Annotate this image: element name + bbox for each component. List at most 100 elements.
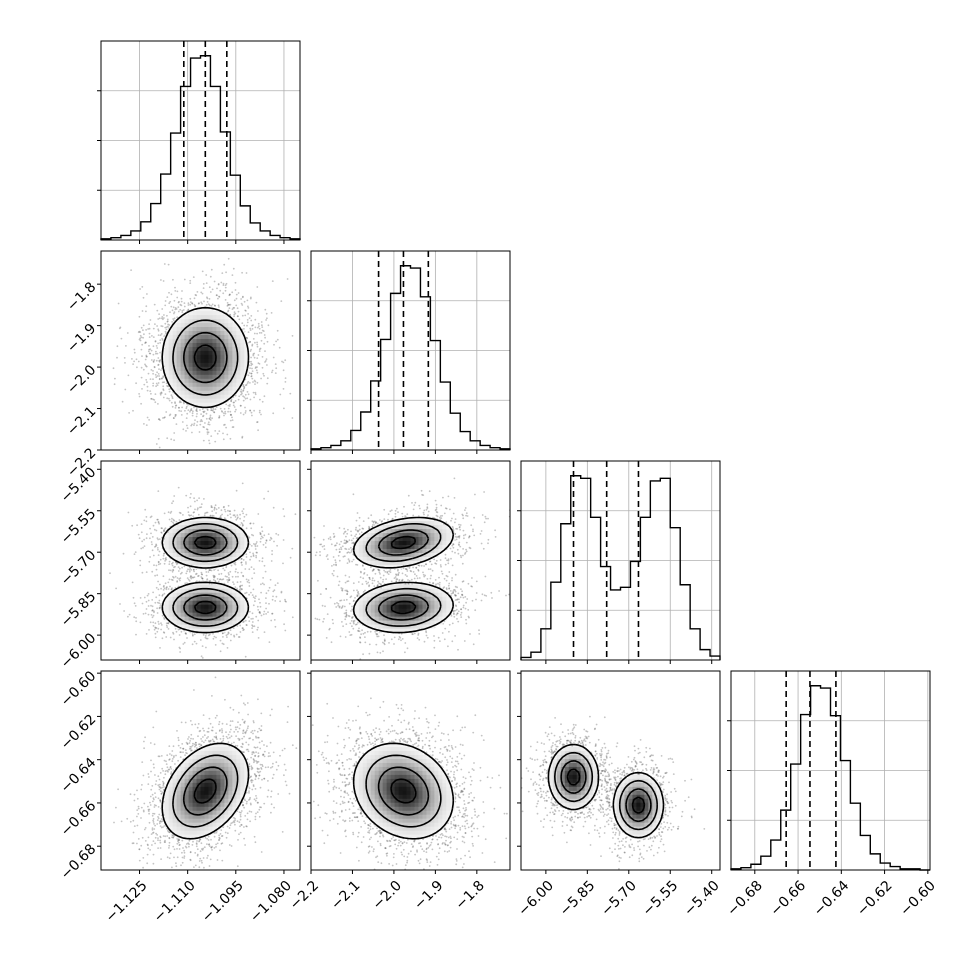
density-cell [216, 310, 221, 316]
sample-point [221, 272, 224, 274]
sample-point [186, 424, 188, 427]
density-cell [220, 346, 225, 351]
sample-point [253, 356, 256, 359]
density-cell [220, 310, 225, 316]
sample-point [179, 628, 181, 631]
sample-point [172, 523, 175, 525]
corner-panels: −2.2−2.1−2.0−1.9−1.8−6.00−5.85−5.70−5.55… [58, 40, 939, 926]
sample-point [196, 499, 199, 502]
density-cell [216, 350, 221, 355]
sample-point [178, 406, 180, 409]
sample-point [190, 409, 193, 411]
sample-point [153, 366, 156, 368]
sample-point [271, 369, 274, 372]
sample-point [234, 410, 237, 413]
sample-point [246, 324, 248, 327]
sample-point [231, 416, 233, 419]
sample-point [237, 636, 240, 638]
sample-point [240, 588, 243, 591]
density-cell [200, 394, 205, 399]
sample-point [195, 572, 198, 575]
sample-point [164, 322, 167, 325]
sample-point [171, 570, 174, 573]
sample-point [216, 578, 219, 580]
sample-point [261, 366, 264, 369]
sample-point [254, 383, 256, 385]
sample-point [161, 637, 164, 640]
density-cell [224, 370, 229, 375]
sample-point [264, 350, 266, 352]
sample-point [254, 380, 257, 383]
sample-point [251, 343, 254, 346]
density-cell [192, 314, 197, 320]
density-cell [216, 334, 221, 339]
panel-frame [730, 670, 931, 871]
sample-point [280, 300, 283, 302]
sample-point [239, 404, 242, 407]
density-cell [196, 374, 201, 379]
density-cell [216, 326, 221, 331]
density-cell [168, 362, 174, 367]
density-cell [224, 390, 229, 395]
sample-point [247, 374, 250, 377]
sample-point [218, 578, 221, 581]
density-cell [212, 314, 217, 320]
density-cell [228, 322, 233, 328]
density-cell [244, 354, 249, 359]
sample-point [180, 401, 182, 404]
density-cell [208, 338, 213, 343]
sample-point [159, 558, 162, 561]
sample-point [157, 437, 160, 440]
sample-point [206, 428, 209, 431]
sample-point [259, 347, 262, 350]
sample-point [260, 583, 262, 586]
sample-point [139, 559, 142, 562]
sample-point [193, 568, 195, 571]
sample-point [241, 523, 244, 525]
sample-point [140, 402, 143, 405]
sample-point [228, 293, 231, 296]
sample-point [253, 409, 256, 412]
contour-line [193, 344, 217, 371]
sample-point [261, 400, 264, 403]
sample-point [241, 510, 244, 513]
sample-point [247, 393, 250, 396]
sample-point [253, 568, 255, 570]
sample-point [174, 565, 176, 568]
sample-point [236, 307, 239, 310]
sample-point [244, 410, 247, 412]
sample-point [214, 580, 217, 583]
sample-point [191, 576, 194, 579]
density-cell [184, 314, 189, 320]
sample-point [252, 552, 255, 555]
sample-point [141, 571, 144, 574]
sample-point [166, 320, 169, 322]
density-cell [184, 394, 189, 399]
sample-point [244, 592, 247, 595]
sample-point [145, 379, 148, 381]
density-cell [196, 370, 201, 375]
sample-point [163, 587, 166, 590]
sample-point [269, 536, 272, 539]
sample-point [113, 383, 116, 386]
density-cell [232, 342, 237, 347]
sample-point [154, 545, 157, 548]
sample-point [165, 624, 168, 627]
sample-point [194, 294, 197, 296]
sample-point [282, 361, 285, 364]
density-cell [164, 346, 170, 351]
sample-point [258, 348, 261, 351]
sample-point [160, 392, 163, 394]
sample-point [263, 395, 266, 398]
sample-point [236, 625, 239, 627]
sample-point [229, 293, 231, 296]
sample-point [271, 598, 274, 601]
sample-point [181, 311, 184, 314]
sample-point [261, 329, 264, 332]
sample-point [139, 288, 142, 290]
density-cell [224, 386, 229, 391]
density-cell [240, 350, 245, 355]
sample-point [135, 617, 137, 619]
density-cell [180, 386, 185, 391]
sample-point [264, 336, 266, 339]
